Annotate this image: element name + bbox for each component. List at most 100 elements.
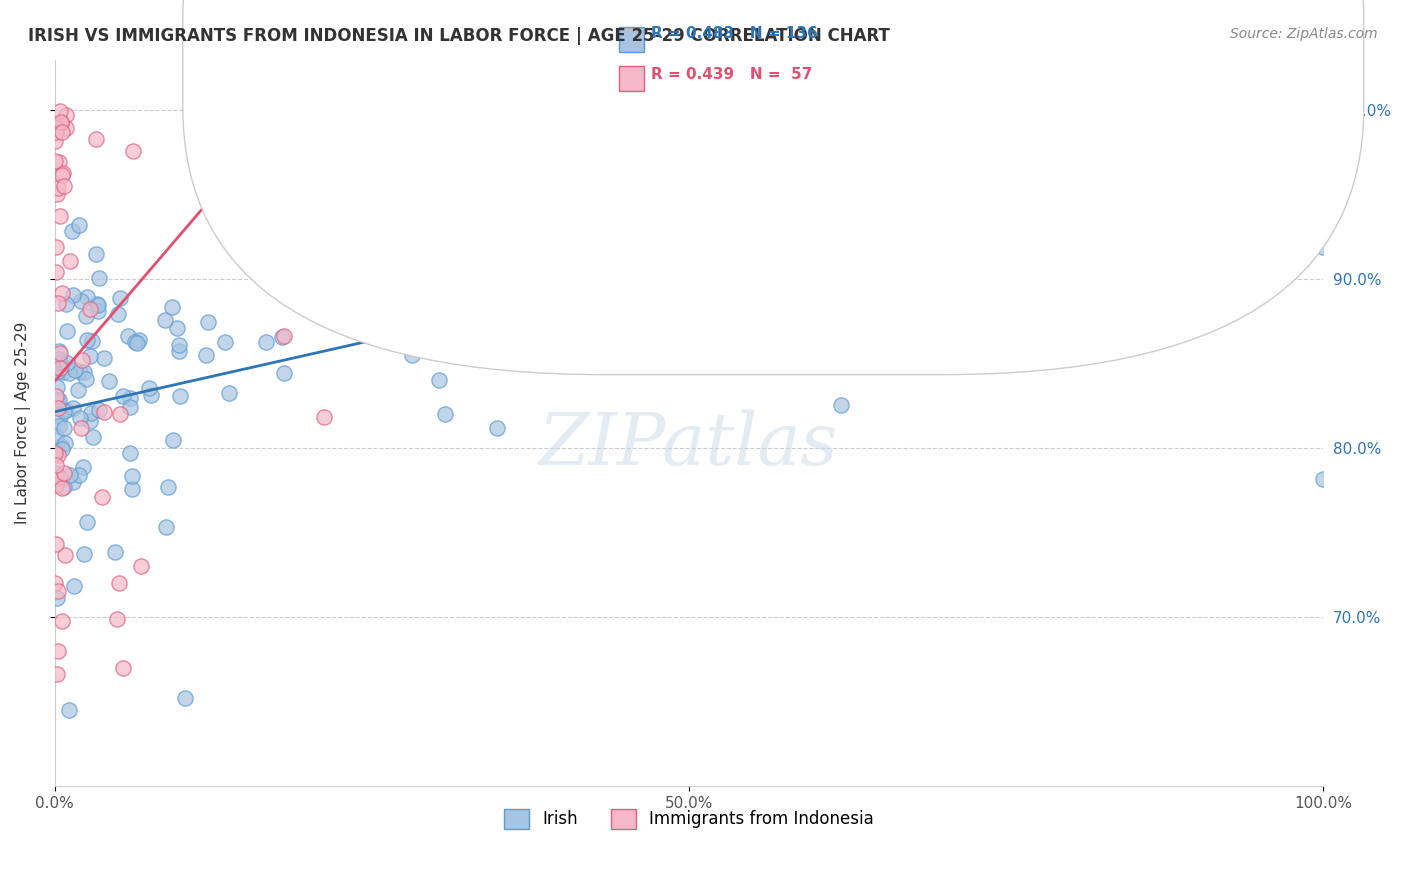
Point [44,446,66,460]
Point [792,297,814,311]
Point [98,374,121,388]
Point [93,351,115,366]
Point [555,184,578,198]
Point [69,411,91,425]
Point [1312,153,1334,168]
Point [254,335,277,350]
Point [48,360,70,375]
Point [55,297,77,311]
Point [53,548,76,562]
Point [66,383,89,397]
Point [530,278,553,293]
Point [110,407,132,421]
Point [883,143,905,157]
Point [1312,103,1334,118]
Point [45,458,67,472]
Point [167,343,190,358]
Point [1312,103,1334,118]
Point [76,333,98,347]
Point [194,348,217,362]
Point [53,178,76,193]
Point [67,467,90,482]
Point [45,265,67,279]
Point [49,104,72,119]
Point [218,385,240,400]
Point [58,703,80,717]
Point [69,365,91,379]
Point [52,404,75,418]
Point [63,579,86,593]
Point [44,575,66,590]
Point [49,116,72,130]
Point [76,516,98,530]
Point [51,614,73,628]
Point [73,548,96,562]
Point [79,301,101,316]
Point [1312,103,1334,118]
Point [972,284,994,298]
Point [1312,171,1334,186]
Point [45,466,67,480]
Point [214,202,236,216]
Point [167,338,190,352]
Point [128,333,150,347]
Point [121,144,143,158]
Point [46,583,69,598]
Point [124,335,146,350]
Point [1312,471,1334,485]
Point [153,312,176,326]
Point [46,448,69,462]
Point [1312,103,1334,118]
Point [49,346,72,360]
Point [1312,103,1334,118]
Point [46,380,69,394]
Point [270,330,292,344]
Point [112,389,135,403]
Point [1312,161,1334,176]
Point [1243,158,1265,172]
Point [312,409,335,424]
Point [79,349,101,363]
Point [70,421,93,435]
Point [84,247,107,261]
Point [48,419,70,434]
Point [1312,122,1334,136]
Point [55,403,77,417]
Text: Source: ZipAtlas.com: Source: ZipAtlas.com [1230,27,1378,41]
Point [70,293,93,308]
Point [45,429,67,443]
Point [48,393,70,408]
Point [51,125,73,139]
Point [108,576,131,591]
Point [59,253,82,268]
Point [568,317,591,331]
Point [52,365,75,379]
Point [118,400,141,414]
Point [58,366,80,380]
Point [169,389,191,403]
Point [62,475,84,490]
Point [52,421,75,435]
Point [82,430,104,444]
Point [80,406,103,420]
Point [56,324,79,338]
Point [681,219,703,233]
Point [485,421,508,435]
Point [75,309,97,323]
Point [76,289,98,303]
Point [162,433,184,447]
Point [48,344,70,359]
Point [1312,201,1334,215]
Point [45,126,67,140]
Point [45,666,67,681]
Point [51,442,73,457]
Point [288,117,311,131]
Point [45,536,67,550]
Point [53,435,76,450]
Point [104,545,127,559]
Point [70,353,93,368]
Point [49,439,72,453]
Point [49,354,72,368]
Point [721,344,744,359]
Point [830,398,852,412]
